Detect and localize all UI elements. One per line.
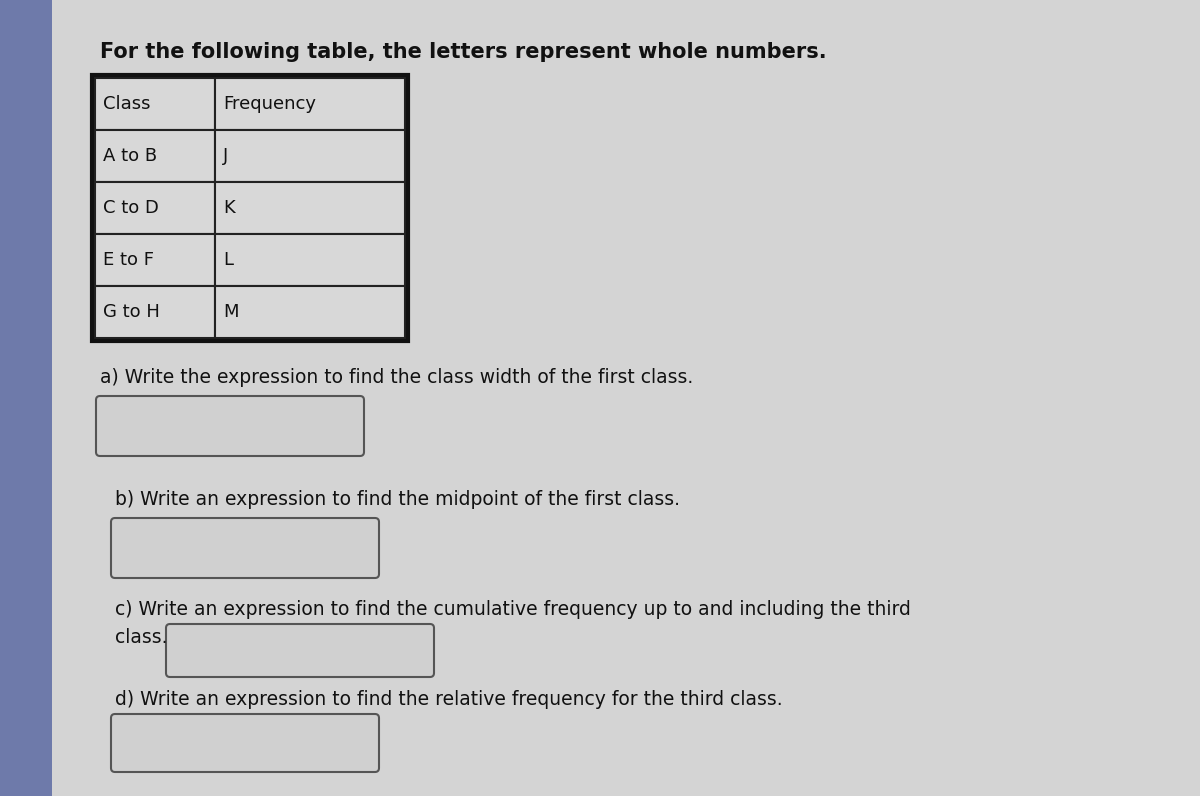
Bar — [215, 78, 406, 130]
Text: L: L — [223, 251, 233, 269]
Text: J: J — [223, 147, 228, 165]
FancyBboxPatch shape — [112, 518, 379, 578]
Bar — [215, 234, 406, 286]
FancyBboxPatch shape — [166, 624, 434, 677]
Bar — [0, 0, 52, 796]
Bar — [215, 130, 406, 182]
Text: d) Write an expression to find the relative frequency for the third class.: d) Write an expression to find the relat… — [115, 690, 782, 709]
Bar — [95, 234, 215, 286]
Bar — [95, 182, 215, 234]
Text: G to H: G to H — [103, 303, 160, 321]
Text: A to B: A to B — [103, 147, 157, 165]
Bar — [95, 130, 215, 182]
Bar — [95, 78, 215, 130]
Text: M: M — [223, 303, 239, 321]
Text: C to D: C to D — [103, 199, 158, 217]
Bar — [215, 286, 406, 338]
Text: K: K — [223, 199, 235, 217]
Text: c) Write an expression to find the cumulative frequency up to and including the : c) Write an expression to find the cumul… — [115, 600, 911, 619]
FancyBboxPatch shape — [112, 714, 379, 772]
Text: b) Write an expression to find the midpoint of the first class.: b) Write an expression to find the midpo… — [115, 490, 680, 509]
Bar — [215, 182, 406, 234]
Text: Class: Class — [103, 95, 150, 113]
Bar — [92, 75, 408, 341]
Text: a) Write the expression to find the class width of the first class.: a) Write the expression to find the clas… — [100, 368, 694, 387]
Bar — [95, 286, 215, 338]
Text: For the following table, the letters represent whole numbers.: For the following table, the letters rep… — [100, 42, 827, 62]
Text: class.: class. — [115, 628, 168, 647]
FancyBboxPatch shape — [96, 396, 364, 456]
Text: E to F: E to F — [103, 251, 154, 269]
Text: Frequency: Frequency — [223, 95, 316, 113]
